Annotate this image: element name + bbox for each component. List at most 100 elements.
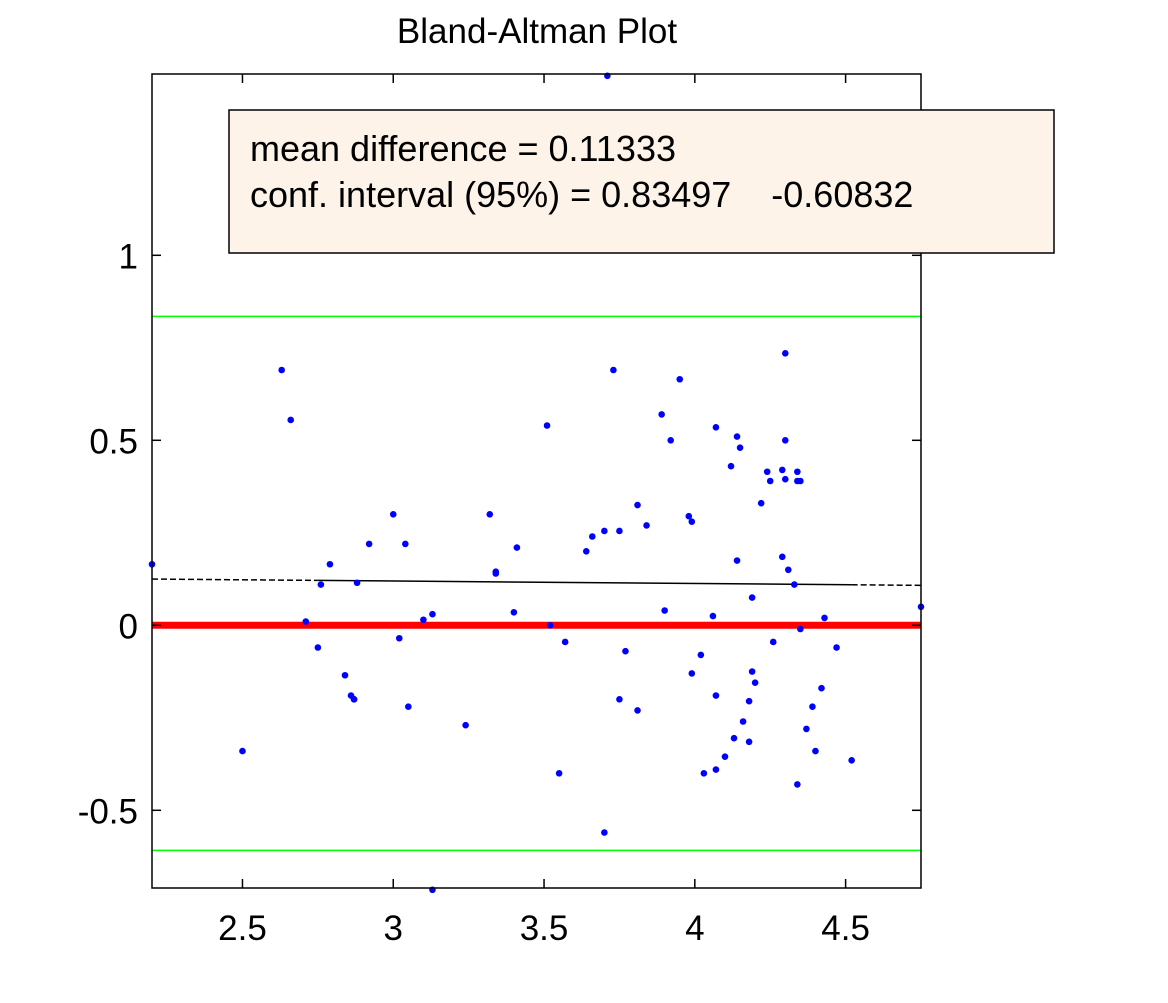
- data-point: [721, 753, 729, 760]
- data-point: [429, 610, 436, 618]
- data-point: [848, 757, 855, 764]
- data-point: [486, 511, 494, 518]
- data-point: [797, 625, 804, 633]
- data-point: [709, 612, 717, 620]
- trend-line-left: [151, 578, 318, 582]
- data-point: [730, 734, 738, 742]
- data-point: [658, 411, 665, 418]
- data-point: [745, 697, 753, 705]
- data-point: [582, 548, 590, 555]
- y-tick-label: 0: [119, 607, 138, 646]
- data-point: [314, 644, 322, 651]
- data-point: [610, 366, 617, 374]
- data-point: [727, 462, 735, 470]
- annotation-background: [228, 109, 1055, 254]
- data-point: [748, 668, 756, 675]
- data-point: [634, 501, 641, 509]
- data-point: [781, 350, 789, 357]
- y-tick-label: 0.5: [89, 422, 138, 461]
- data-point: [712, 766, 720, 773]
- data-point: [791, 581, 798, 588]
- data-point: [588, 533, 596, 540]
- data-point: [510, 609, 518, 616]
- data-point: [733, 557, 741, 564]
- trend-line: [317, 579, 852, 586]
- data-point: [601, 829, 608, 836]
- x-tick-label: 3: [384, 909, 403, 948]
- x-tick-label: 2.5: [218, 909, 267, 948]
- data-point: [778, 553, 786, 561]
- data-point: [733, 433, 741, 440]
- trend-line-right: [851, 584, 922, 587]
- data-point: [794, 781, 801, 788]
- data-point: [287, 416, 295, 424]
- data-point: [405, 703, 412, 710]
- data-point: [389, 511, 397, 518]
- data-point: [546, 622, 554, 629]
- data-point: [739, 718, 747, 725]
- data-point: [365, 540, 373, 548]
- data-point: [745, 738, 753, 746]
- data-point: [513, 544, 521, 551]
- data-point: [278, 366, 285, 374]
- data-point: [751, 679, 759, 686]
- data-point: [350, 696, 358, 703]
- data-point: [797, 477, 804, 485]
- data-point: [763, 468, 771, 476]
- data-point: [643, 522, 650, 529]
- data-point: [685, 512, 693, 520]
- data-point: [712, 692, 720, 699]
- data-point: [757, 499, 765, 507]
- data-point: [616, 527, 623, 535]
- x-tick-label: 4.5: [821, 909, 870, 948]
- data-point: [239, 747, 246, 755]
- data-point: [616, 696, 623, 703]
- data-point: [778, 466, 786, 474]
- data-point: [667, 437, 674, 444]
- data-point: [809, 703, 816, 710]
- chart-title: Bland-Altman Plot: [397, 12, 677, 51]
- data-point: [395, 634, 403, 642]
- data-point: [462, 721, 469, 729]
- data-point: [492, 570, 500, 577]
- data-point: [634, 707, 641, 714]
- data-point: [794, 468, 801, 476]
- data-point: [736, 444, 744, 452]
- data-point: [712, 424, 720, 431]
- data-point: [781, 437, 789, 444]
- data-point: [601, 527, 608, 535]
- data-point: [341, 671, 349, 679]
- annotation-confidence-interval: conf. interval (95%) = 0.83497 -0.60832: [250, 174, 913, 215]
- data-point: [561, 638, 569, 646]
- stats-annotation: mean difference = 0.11333 conf. interval…: [228, 109, 1055, 254]
- data-point: [785, 566, 792, 574]
- data-point: [317, 581, 325, 588]
- data-point: [661, 607, 668, 614]
- data-point: [326, 560, 334, 568]
- data-point: [688, 518, 696, 525]
- data-point: [402, 540, 409, 548]
- data-point: [766, 477, 774, 485]
- data-point: [812, 747, 819, 755]
- data-point: [353, 579, 361, 587]
- data-point: [818, 684, 825, 692]
- data-point: [543, 422, 551, 429]
- data-point: [555, 770, 563, 777]
- data-point: [833, 644, 840, 651]
- data-point: [697, 651, 705, 659]
- x-tick-label: 4: [685, 909, 704, 948]
- data-point: [700, 770, 708, 777]
- plot-frame: [151, 73, 922, 889]
- data-point: [302, 618, 310, 625]
- data-point: [769, 638, 777, 646]
- data-point: [821, 614, 828, 622]
- y-tick-label: -0.5: [78, 792, 138, 831]
- y-tick-label: 1: [119, 237, 138, 276]
- data-point: [803, 725, 810, 733]
- data-point: [781, 475, 789, 483]
- data-point: [676, 375, 684, 383]
- data-point: [748, 594, 756, 601]
- data-point: [622, 647, 629, 655]
- annotation-mean-difference: mean difference = 0.11333: [250, 128, 676, 169]
